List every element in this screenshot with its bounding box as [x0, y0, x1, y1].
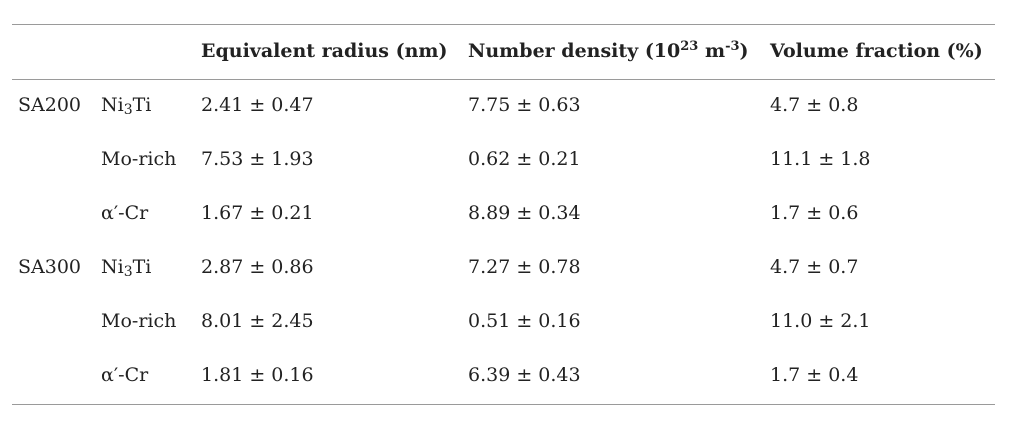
sample-label: SA200 — [18, 94, 82, 116]
value-cell: 0.51 ± 0.16 — [468, 310, 581, 332]
value-cell: 6.39 ± 0.43 — [468, 364, 581, 386]
value-cell: 11.0 ± 2.1 — [770, 310, 871, 332]
text-part: -3 — [725, 39, 740, 54]
text-part: Ni — [101, 256, 124, 278]
value-cell: 1.7 ± 0.6 — [770, 202, 859, 224]
value-cell: 2.41 ± 0.47 — [201, 94, 314, 116]
header-rule — [12, 79, 995, 80]
column-header: Number density (1023 m-3) — [468, 39, 749, 63]
bottom-rule — [12, 404, 995, 405]
value-cell: 7.75 ± 0.63 — [468, 94, 581, 116]
value-cell: 0.62 ± 0.21 — [468, 148, 581, 170]
text-part: Ti — [132, 256, 152, 278]
phase-label: Ni3Ti — [101, 93, 151, 117]
value-cell: 7.53 ± 1.93 — [201, 148, 314, 170]
value-cell: 4.7 ± 0.8 — [770, 94, 859, 116]
value-cell: 8.89 ± 0.34 — [468, 202, 581, 224]
sample-label: SA300 — [18, 256, 82, 278]
text-part: ) — [739, 40, 749, 62]
phase-label: Ni3Ti — [101, 255, 151, 279]
text-part: Ni — [101, 94, 124, 116]
phase-label: α′-Cr — [101, 363, 148, 387]
text-part: 23 — [680, 39, 699, 54]
value-cell: 1.81 ± 0.16 — [201, 364, 314, 386]
column-header: Volume fraction (%) — [770, 39, 983, 63]
text-part: Mo-rich — [101, 310, 177, 332]
phase-label: Mo-rich — [101, 147, 176, 171]
value-cell: 2.87 ± 0.86 — [201, 256, 314, 278]
phase-label: α′-Cr — [101, 201, 148, 225]
value-cell: 7.27 ± 0.78 — [468, 256, 581, 278]
text-part: m — [698, 40, 726, 62]
text-part: α′-Cr — [101, 202, 149, 224]
value-cell: 1.7 ± 0.4 — [770, 364, 859, 386]
text-part: α′-Cr — [101, 364, 149, 386]
text-part: 3 — [123, 264, 133, 280]
value-cell: 4.7 ± 0.7 — [770, 256, 859, 278]
value-cell: 8.01 ± 2.45 — [201, 310, 314, 332]
text-part: 3 — [123, 102, 133, 118]
text-part: Ti — [132, 94, 152, 116]
text-part: Equivalent radius (nm) — [201, 40, 448, 62]
text-part: Number density (10 — [468, 40, 681, 62]
phase-label: Mo-rich — [101, 309, 176, 333]
column-header: Equivalent radius (nm) — [201, 39, 448, 63]
text-part: Mo-rich — [101, 148, 177, 170]
value-cell: 11.1 ± 1.8 — [770, 148, 871, 170]
text-part: Volume fraction (%) — [770, 40, 983, 62]
top-rule — [12, 24, 995, 25]
value-cell: 1.67 ± 0.21 — [201, 202, 314, 224]
